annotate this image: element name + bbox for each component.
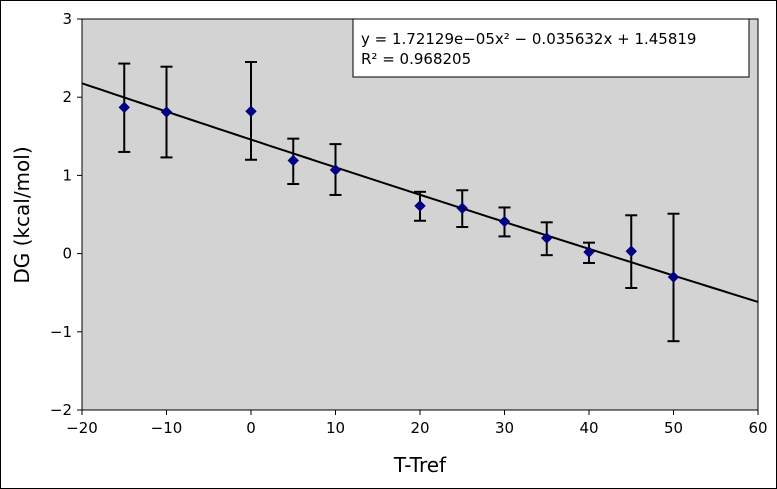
data-point xyxy=(414,200,426,212)
y-axis-title: DG (kcal/mol) xyxy=(10,146,34,283)
data-point xyxy=(498,215,511,228)
x-tick-label: 60 xyxy=(748,419,767,437)
x-tick-label: 40 xyxy=(579,419,598,437)
y-tick-label: 3 xyxy=(62,10,72,28)
data-point xyxy=(245,105,257,117)
annotation-box xyxy=(352,18,750,78)
x-tick-label: 50 xyxy=(664,419,683,437)
data-points xyxy=(118,101,680,283)
data-point xyxy=(160,106,173,118)
x-tick-label: 0 xyxy=(246,419,256,437)
x-tick-label: −20 xyxy=(66,419,98,437)
x-tick-label: 10 xyxy=(326,419,345,437)
x-tick-label: −10 xyxy=(151,419,183,437)
data-point xyxy=(625,245,637,257)
x-tick-label: 20 xyxy=(410,419,429,437)
data-point xyxy=(118,101,130,114)
fit-annotation: y = 1.72129e−05x² − 0.035632x + 1.45819 … xyxy=(352,18,750,78)
fit-r-squared: R² = 0.968205 xyxy=(361,50,471,68)
y-tick-label: −2 xyxy=(50,401,72,419)
y-tick-label: 0 xyxy=(62,245,72,263)
data-point xyxy=(541,232,553,244)
y-tick-label: −1 xyxy=(50,323,72,341)
x-tick-label: 30 xyxy=(495,419,514,437)
x-axis-title: T-Tref xyxy=(393,453,447,477)
y-tick-label: 1 xyxy=(62,166,72,184)
fit-equation: y = 1.72129e−05x² − 0.035632x + 1.45819 xyxy=(361,30,696,48)
data-point xyxy=(583,246,595,258)
data-point xyxy=(456,202,468,214)
data-point xyxy=(667,271,680,283)
data-point xyxy=(329,164,342,176)
data-point xyxy=(287,154,299,167)
y-tick-label: 2 xyxy=(62,88,72,106)
